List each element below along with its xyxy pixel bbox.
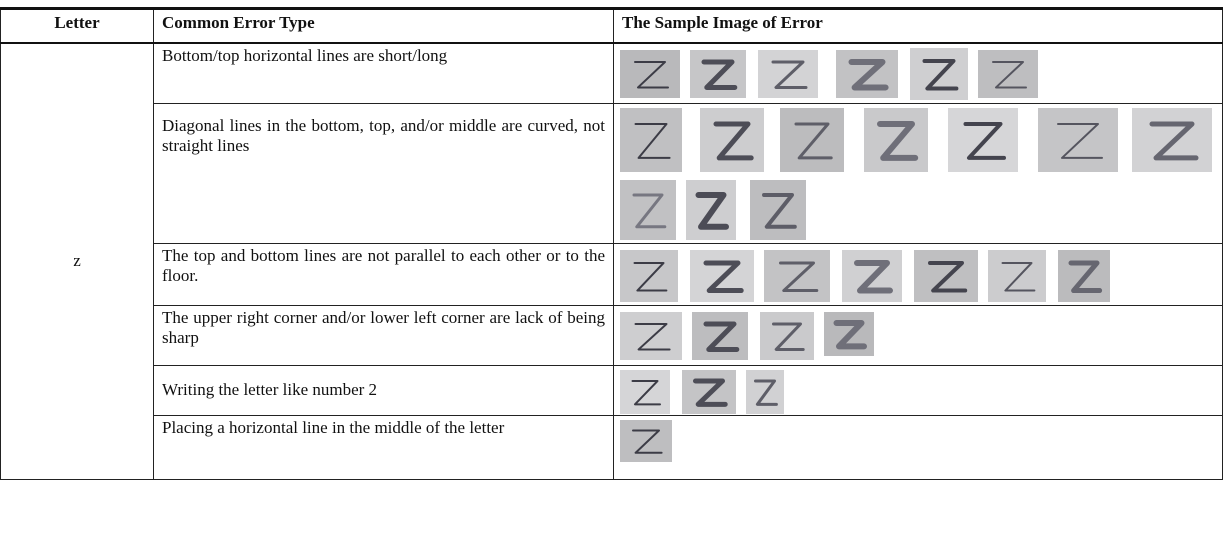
sample-cell: [613, 102, 1223, 244]
sample-image: [750, 179, 806, 240]
sample-image: [620, 311, 682, 360]
sample-image: [690, 50, 746, 98]
sample-image: [842, 249, 902, 302]
sample-image: [686, 179, 736, 240]
row: z Bottom/top horizontal lines are short/…: [0, 42, 1223, 480]
sample-cell: [613, 42, 1223, 104]
sample-cell: [613, 242, 1223, 306]
sample-image: [620, 179, 676, 240]
sample-images: [620, 419, 672, 462]
sample-image: [978, 50, 1038, 98]
sample-image: [758, 50, 818, 98]
sample-image: [692, 311, 748, 360]
row: Placing a horizontal line in the middle …: [1, 414, 1223, 480]
sample-images: [620, 107, 1212, 240]
error-table: Letter Common Error Type The Sample Imag…: [0, 7, 1223, 480]
letter-cell: z: [0, 42, 154, 480]
sample-image: [690, 249, 754, 302]
sample-images: [620, 48, 1038, 100]
sample-image: [764, 249, 830, 302]
sample-image: [948, 107, 1018, 172]
sample-cell: [613, 364, 1223, 416]
row: The top and bottom lines are not paralle…: [1, 242, 1223, 306]
sample-image: [864, 107, 928, 172]
sample-image: [620, 249, 678, 302]
sample-image: [914, 249, 978, 302]
error-type: Bottom/top horizontal lines are short/lo…: [153, 42, 614, 104]
header-cell: The Sample Image of Error: [613, 7, 1223, 44]
sample-image: [760, 311, 814, 360]
sample-images: [620, 311, 874, 360]
error-type: The upper right corner and/or lower left…: [153, 304, 614, 366]
error-type: Writing the letter like number 2: [153, 364, 614, 416]
sample-image: [620, 369, 670, 414]
header-row: Letter Common Error Type The Sample Imag…: [0, 7, 1223, 44]
sample-image: [620, 107, 682, 172]
sample-image: [1132, 107, 1212, 172]
header-cell: Common Error Type: [153, 7, 614, 44]
page: {"table": {"header": ["Letter", "Common …: [0, 7, 1223, 480]
sample-image: [1058, 249, 1110, 302]
error-type: The top and bottom lines are not paralle…: [153, 242, 614, 306]
sample-image: [824, 311, 874, 356]
row: Writing the letter like number 2: [1, 364, 1223, 416]
sample-cell: [613, 304, 1223, 366]
row: The upper right corner and/or lower left…: [1, 304, 1223, 366]
sample-image: [620, 419, 672, 462]
error-type: Placing a horizontal line in the middle …: [153, 414, 614, 480]
sample-images: [620, 249, 1110, 302]
row: Diagonal lines in the bottom, top, and/o…: [1, 102, 1223, 244]
sample-image: [988, 249, 1046, 302]
sample-image: [836, 50, 898, 98]
error-type: Diagonal lines in the bottom, top, and/o…: [153, 102, 614, 244]
sample-image: [910, 48, 968, 100]
sample-cell: [613, 414, 1223, 480]
sample-image: [700, 107, 764, 172]
sample-image: [620, 50, 680, 98]
sample-image: [746, 369, 784, 414]
sample-image: [1038, 107, 1118, 172]
sample-image: [780, 107, 844, 172]
sample-image: [682, 369, 736, 414]
header-cell: Letter: [0, 7, 154, 44]
sample-images: [620, 369, 784, 414]
